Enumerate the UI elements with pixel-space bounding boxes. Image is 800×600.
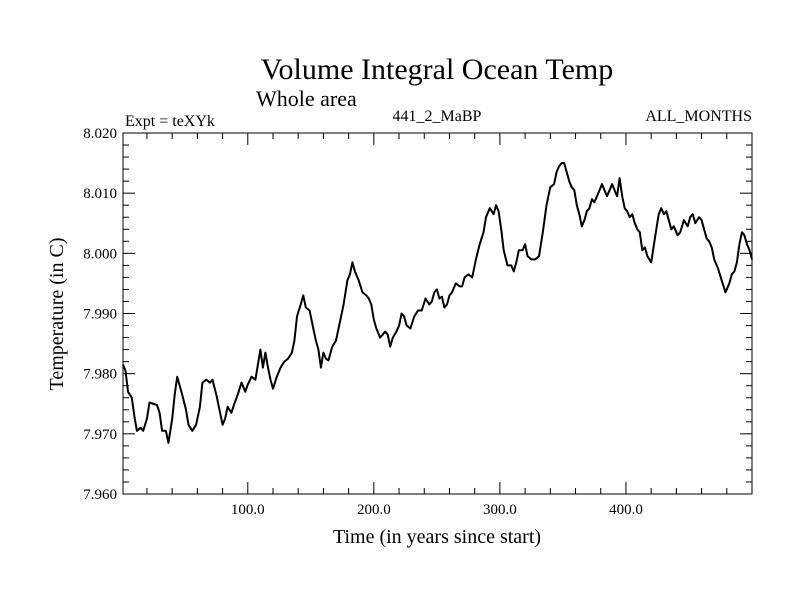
plot-frame xyxy=(122,132,753,495)
temperature-series-line xyxy=(122,162,753,444)
chart-title: Volume Integral Ocean Temp xyxy=(261,53,614,86)
experiment-label: Expt = teXYk xyxy=(125,113,215,130)
x-tick-label: 400.0 xyxy=(609,502,643,518)
x-tick-label: 100.0 xyxy=(231,502,265,518)
x-axis-ticks xyxy=(146,133,728,494)
x-axis-tick-labels: 100.0 200.0 300.0 400.0 xyxy=(231,502,643,518)
y-axis-tick-labels: 7.960 7.970 7.980 7.990 8.000 8.010 8.020 xyxy=(83,126,117,503)
x-tick-label: 200.0 xyxy=(357,502,391,518)
x-axis-label: Time (in years since start) xyxy=(333,526,541,548)
y-tick-label: 8.010 xyxy=(83,186,117,202)
y-axis-ticks xyxy=(123,132,752,495)
y-axis-label: Temperature (in C) xyxy=(46,238,68,391)
y-tick-label: 7.970 xyxy=(83,427,117,443)
run-label: 441_2_MaBP xyxy=(393,108,482,125)
y-tick-label: 7.980 xyxy=(83,367,117,383)
chart-subtitle: Whole area xyxy=(256,86,357,111)
period-label: ALL_MONTHS xyxy=(645,108,752,125)
y-tick-label: 8.020 xyxy=(83,126,117,142)
y-tick-label: 8.000 xyxy=(83,246,117,262)
x-tick-label: 300.0 xyxy=(483,502,517,518)
y-tick-label: 7.960 xyxy=(83,487,117,503)
y-tick-label: 7.990 xyxy=(83,307,117,323)
